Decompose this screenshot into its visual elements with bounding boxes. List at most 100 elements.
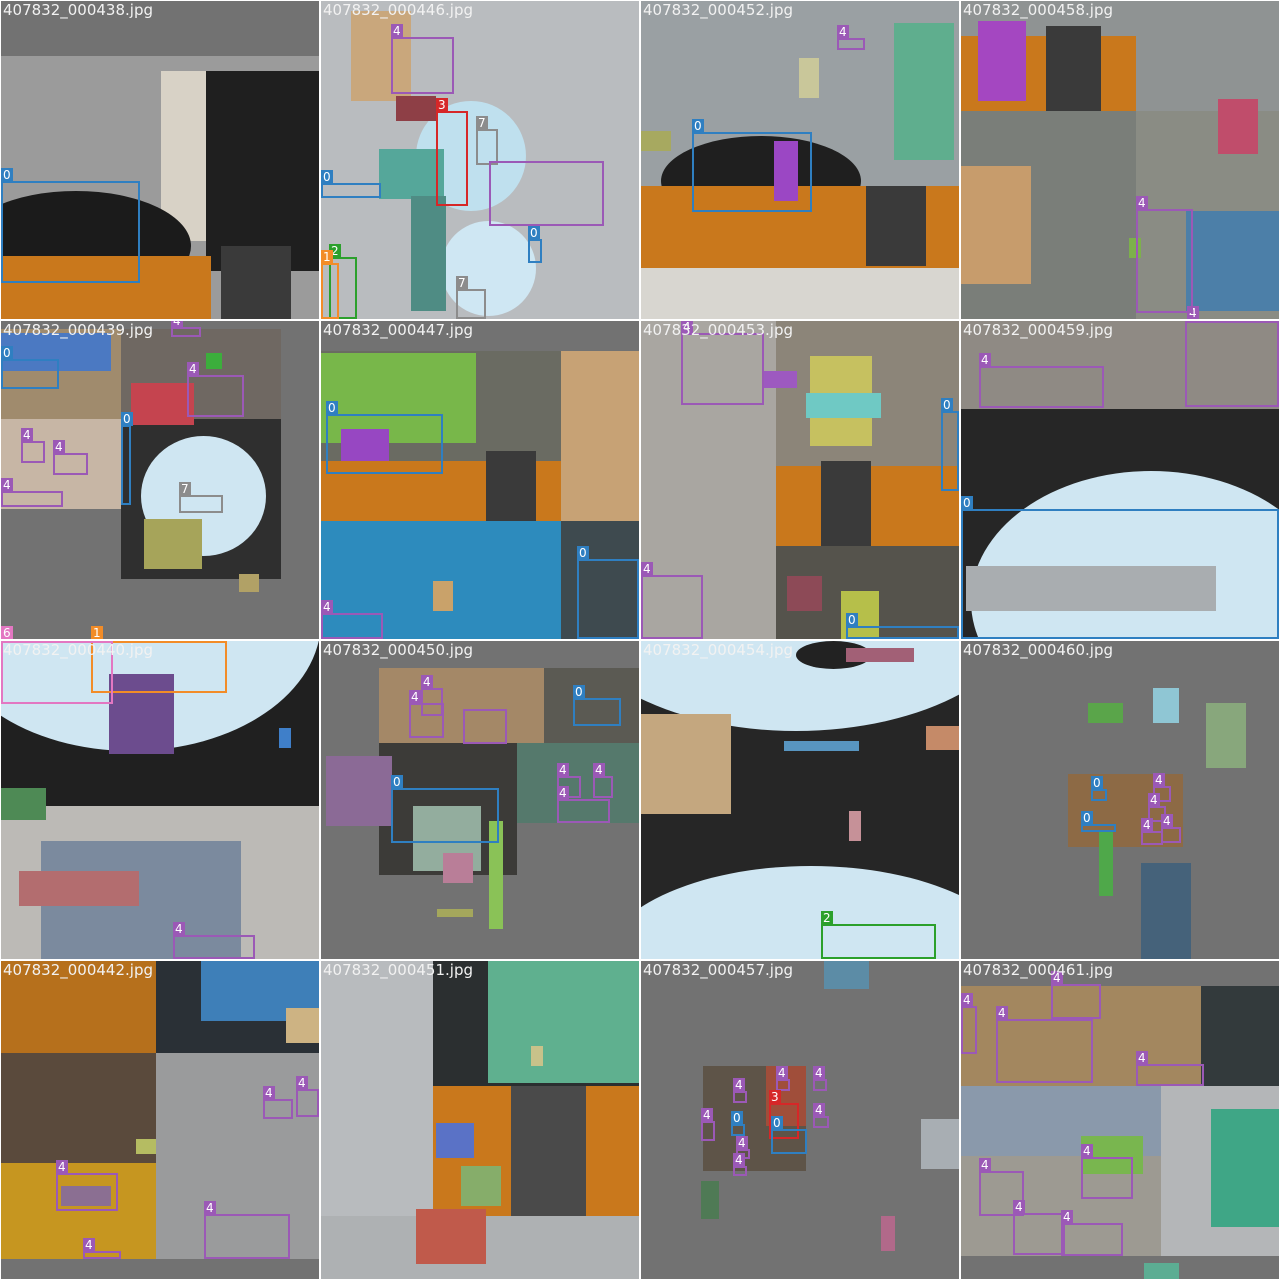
detection-label: 4 bbox=[776, 1066, 788, 1080]
detection-label: 6 bbox=[1, 626, 13, 639]
detection-label: 4 bbox=[813, 1103, 825, 1117]
detection-box: 4 bbox=[421, 675, 443, 716]
detection-label: 4 bbox=[1061, 1210, 1073, 1224]
tile-caption: 407832_000446.jpg bbox=[323, 1, 473, 19]
detection-box: 4 bbox=[187, 362, 244, 417]
detection-box: 4 bbox=[641, 562, 703, 639]
occlusion-patch bbox=[1153, 688, 1179, 723]
tile-000450: 4 4 0 0 4 4 4 407832_000450.jpg bbox=[321, 641, 639, 959]
detection-box: 4 bbox=[979, 353, 1104, 408]
occlusion-patch bbox=[764, 371, 797, 388]
tile-caption: 407832_000440.jpg bbox=[3, 641, 153, 659]
detection-box: 3 bbox=[436, 98, 468, 206]
detection-box: 0 bbox=[771, 1116, 807, 1154]
detection-label: 4 bbox=[53, 440, 65, 454]
detection-box: 4 bbox=[1141, 818, 1163, 845]
detection-box: 0 bbox=[321, 170, 381, 198]
detection-label: 0 bbox=[1091, 776, 1103, 790]
tile-000457: 4 4 4 4 3 0 0 4 4 4 407832_000457.jpg bbox=[641, 961, 959, 1279]
detection-box: 4 bbox=[173, 922, 255, 959]
detection-label: 4 bbox=[557, 763, 569, 777]
tile-caption: 407832_000460.jpg bbox=[963, 641, 1113, 659]
detection-box: 4 bbox=[56, 1160, 118, 1211]
scene-carpet bbox=[561, 521, 639, 639]
detection-label: 4 bbox=[996, 1006, 1008, 1020]
occlusion-patch bbox=[279, 728, 291, 748]
detection-label: 0 bbox=[121, 412, 133, 426]
occlusion-patch bbox=[1206, 703, 1246, 768]
detection-label: 4 bbox=[1051, 971, 1063, 985]
detection-label: 4 bbox=[557, 786, 569, 800]
scene-dark-room bbox=[1201, 986, 1279, 1086]
occlusion-patch bbox=[926, 726, 959, 750]
detection-box: 4 bbox=[204, 1201, 290, 1259]
occlusion-patch bbox=[641, 131, 671, 151]
detection-label: 0 bbox=[1081, 811, 1093, 825]
detection-box: 4 bbox=[171, 321, 201, 337]
detection-box bbox=[91, 641, 227, 693]
detection-box: 4 bbox=[979, 1158, 1024, 1216]
occlusion-patch bbox=[1099, 831, 1113, 896]
occlusion-patch bbox=[379, 149, 444, 199]
tile-000453: 4 0 4 0 407832_000453.jpg bbox=[641, 321, 959, 639]
servo-motor bbox=[486, 451, 536, 521]
detection-label: 0 bbox=[692, 119, 704, 133]
detection-label: 4 bbox=[204, 1201, 216, 1215]
occlusion-patch bbox=[239, 574, 259, 592]
detection-label: 4 bbox=[733, 1153, 745, 1167]
detection-label: 4 bbox=[701, 1108, 713, 1122]
detection-label: 4 bbox=[1141, 818, 1153, 832]
occlusion-patch bbox=[1144, 1263, 1179, 1279]
detection-label: 0 bbox=[573, 685, 585, 699]
scene-puzzle-table bbox=[641, 321, 776, 639]
detection-label: 0 bbox=[846, 613, 858, 627]
occlusion-patch bbox=[641, 714, 731, 814]
detection-box: 0 bbox=[326, 401, 443, 474]
occlusion-patch bbox=[396, 96, 436, 121]
detection-label: 7 bbox=[179, 482, 191, 496]
occlusion-patch bbox=[19, 871, 139, 906]
occlusion-patch bbox=[1211, 1109, 1279, 1227]
detection-label: 2 bbox=[821, 911, 833, 925]
occlusion-patch bbox=[701, 1181, 719, 1219]
detection-box: 4 bbox=[1081, 1144, 1133, 1199]
servo-motor bbox=[866, 186, 926, 266]
detection-box: 4 bbox=[21, 428, 45, 463]
detection-box: 4 bbox=[961, 993, 977, 1054]
detection-label: 4 bbox=[681, 321, 693, 334]
occlusion-patch bbox=[806, 393, 881, 418]
detection-label: 4 bbox=[173, 922, 185, 936]
detection-box: 4 bbox=[1136, 196, 1193, 313]
occlusion-patch bbox=[416, 1209, 486, 1264]
detection-label: 4 bbox=[296, 1076, 308, 1090]
occlusion-patch bbox=[341, 429, 389, 461]
detection-box: 0 bbox=[1081, 811, 1116, 832]
scene-room bbox=[544, 668, 639, 743]
detection-label: 4 bbox=[961, 993, 973, 1007]
detection-label: 0 bbox=[1, 346, 13, 360]
detection-box: 4 bbox=[733, 1078, 747, 1103]
detection-label: 4 bbox=[1136, 1051, 1148, 1065]
detection-box: 4 bbox=[1161, 814, 1181, 843]
tile-000451: 407832_000451.jpg bbox=[321, 961, 639, 1279]
occlusion-patch bbox=[61, 1186, 111, 1206]
detection-label: 0 bbox=[321, 170, 333, 184]
tile-caption: 407832_000453.jpg bbox=[643, 321, 793, 339]
detection-box: 0 bbox=[961, 496, 1279, 639]
detection-box: 0 bbox=[121, 412, 133, 505]
detection-label: 4 bbox=[83, 1238, 95, 1252]
scene-dark-cloth bbox=[206, 71, 319, 271]
occlusion-patch bbox=[206, 353, 222, 369]
detection-label: 4 bbox=[813, 1066, 825, 1080]
detection-label: 4 bbox=[1148, 793, 1160, 807]
tile-000458: 4 4 407832_000458.jpg bbox=[961, 1, 1279, 319]
occlusion-patch bbox=[1141, 863, 1191, 959]
detection-box: 7 bbox=[476, 116, 498, 165]
tile-000438: 0 407832_000438.jpg bbox=[1, 1, 319, 319]
servo-motor bbox=[511, 1086, 586, 1216]
tile-000439: 4 0 4 0 4 4 4 7 6 1 407832_000439.jpg bbox=[1, 321, 319, 639]
detection-box: 4 bbox=[83, 1238, 121, 1259]
detection-label: 3 bbox=[769, 1090, 781, 1104]
wrench bbox=[966, 566, 1216, 611]
detection-label: 4 bbox=[733, 1078, 745, 1092]
